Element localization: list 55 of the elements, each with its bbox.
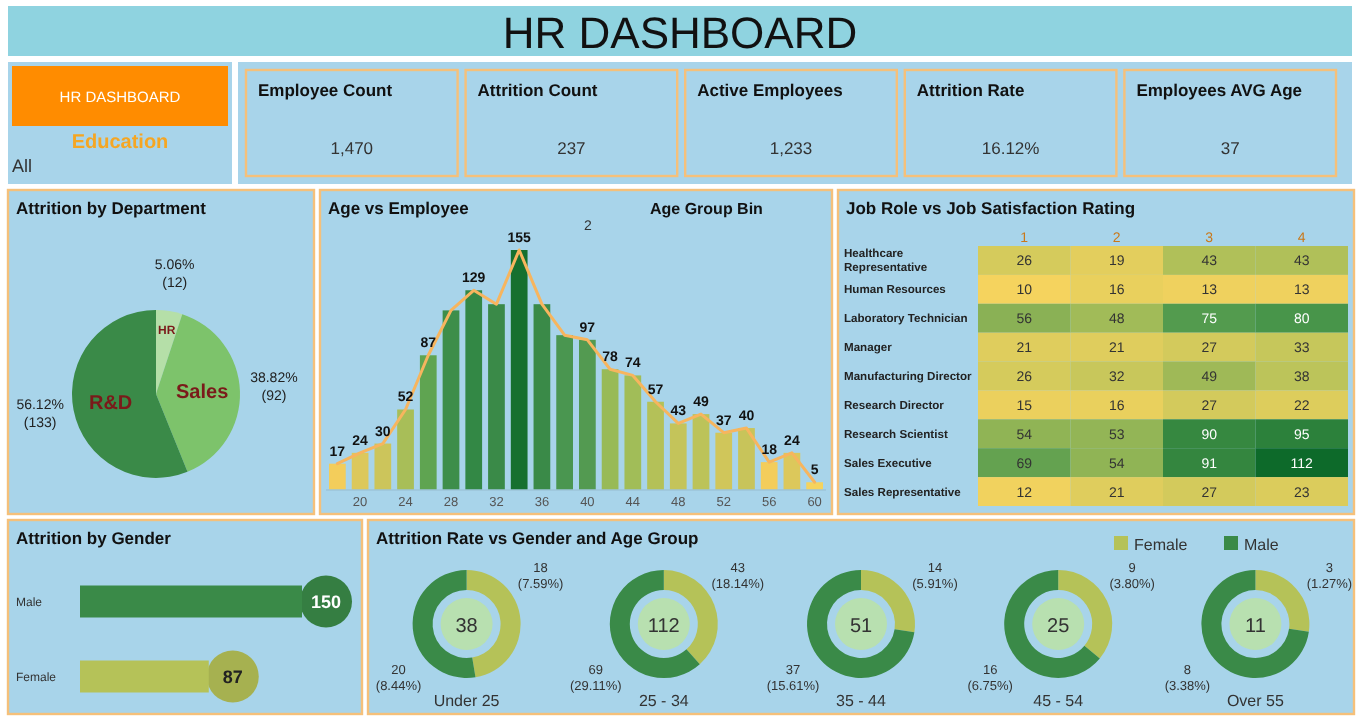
- bar: [738, 428, 755, 490]
- pie-slice: [156, 314, 240, 472]
- category-label: Employees AVG Age: [1136, 80, 1303, 100]
- text: HR DASHBOARD: [502, 8, 858, 58]
- legend-label: Female: [1134, 536, 1189, 554]
- slice-label: 25 - 34: [638, 692, 690, 710]
- text: Age Group Bin: [650, 200, 764, 218]
- data-label: 37: [1220, 138, 1241, 158]
- chart-title: Attrition by Department: [16, 198, 207, 218]
- legend-label: Male: [1244, 536, 1280, 554]
- bar: [624, 375, 642, 490]
- chart-title: Attrition by Gender: [16, 528, 173, 548]
- category-label: Attrition Rate: [916, 80, 1026, 100]
- slice-label: Over 55: [1226, 692, 1285, 710]
- chart-title: Age vs Employee: [328, 198, 470, 218]
- bar: [442, 310, 460, 490]
- data-label: 16.12%: [981, 138, 1041, 158]
- bar: [647, 401, 664, 490]
- chart-title: Attrition Rate vs Gender and Age Group: [376, 528, 699, 548]
- text: 11: [1245, 616, 1266, 638]
- text: All: [12, 156, 33, 176]
- bar: [510, 250, 528, 490]
- bar: [533, 304, 551, 490]
- slice-label: 45 - 54: [1033, 692, 1085, 710]
- text: Education: [71, 132, 169, 154]
- bar: [329, 463, 346, 490]
- bar: [601, 369, 619, 490]
- bar: [488, 304, 505, 490]
- category-label: Attrition Count: [477, 80, 598, 100]
- bar: [556, 335, 573, 490]
- category-label: Employee Count: [258, 80, 393, 100]
- bar: [579, 339, 596, 490]
- data-label: 150: [310, 591, 342, 612]
- data-label: 1,233: [769, 138, 813, 158]
- chart-title: Job Role vs Job Satisfaction Rating: [846, 198, 1136, 218]
- bar: [397, 409, 414, 490]
- bar: [692, 414, 710, 490]
- bar: [669, 423, 687, 490]
- text: 38: [455, 616, 478, 638]
- slice-label: Sales: [176, 382, 230, 405]
- data-label: 237: [557, 138, 587, 158]
- data-label: 87: [222, 666, 243, 687]
- text: 25: [1047, 616, 1070, 638]
- slice-label: 35 - 44: [836, 692, 888, 710]
- text: 112: [647, 616, 680, 638]
- bar: [419, 355, 437, 490]
- data-label: 1,470: [330, 138, 374, 158]
- bar: [715, 432, 733, 490]
- slice-label: R&D: [88, 392, 133, 415]
- text: 51: [849, 616, 873, 638]
- slice-label: Under 25: [433, 692, 501, 710]
- bar: [465, 290, 483, 490]
- bar: [760, 462, 778, 490]
- bar: [374, 443, 392, 490]
- category-label: Active Employees: [697, 80, 844, 100]
